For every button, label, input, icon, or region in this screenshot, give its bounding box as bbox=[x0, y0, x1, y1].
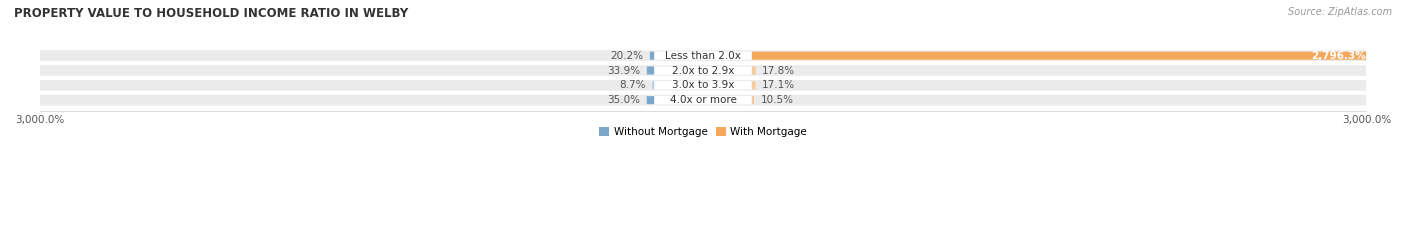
Text: 20.2%: 20.2% bbox=[610, 51, 644, 61]
FancyBboxPatch shape bbox=[654, 51, 752, 60]
FancyBboxPatch shape bbox=[38, 95, 1368, 106]
FancyBboxPatch shape bbox=[752, 96, 754, 104]
FancyBboxPatch shape bbox=[654, 66, 752, 75]
Text: PROPERTY VALUE TO HOUSEHOLD INCOME RATIO IN WELBY: PROPERTY VALUE TO HOUSEHOLD INCOME RATIO… bbox=[14, 7, 408, 20]
FancyBboxPatch shape bbox=[752, 81, 755, 89]
FancyBboxPatch shape bbox=[752, 52, 1369, 60]
Text: Less than 2.0x: Less than 2.0x bbox=[665, 51, 741, 61]
FancyBboxPatch shape bbox=[38, 80, 1368, 91]
Text: 33.9%: 33.9% bbox=[607, 65, 640, 75]
Text: 17.1%: 17.1% bbox=[762, 80, 796, 90]
FancyBboxPatch shape bbox=[38, 50, 1368, 61]
Text: 35.0%: 35.0% bbox=[607, 95, 640, 105]
FancyBboxPatch shape bbox=[647, 66, 654, 75]
FancyBboxPatch shape bbox=[38, 65, 1368, 76]
Text: 17.8%: 17.8% bbox=[762, 65, 796, 75]
FancyBboxPatch shape bbox=[650, 52, 654, 60]
Text: 10.5%: 10.5% bbox=[761, 95, 793, 105]
Text: 4.0x or more: 4.0x or more bbox=[669, 95, 737, 105]
FancyBboxPatch shape bbox=[752, 66, 755, 75]
FancyBboxPatch shape bbox=[654, 96, 752, 104]
Text: 2.0x to 2.9x: 2.0x to 2.9x bbox=[672, 65, 734, 75]
Text: 8.7%: 8.7% bbox=[619, 80, 645, 90]
Text: 3.0x to 3.9x: 3.0x to 3.9x bbox=[672, 80, 734, 90]
FancyBboxPatch shape bbox=[654, 81, 752, 89]
Legend: Without Mortgage, With Mortgage: Without Mortgage, With Mortgage bbox=[595, 123, 811, 141]
Text: Source: ZipAtlas.com: Source: ZipAtlas.com bbox=[1288, 7, 1392, 17]
FancyBboxPatch shape bbox=[652, 81, 654, 89]
Text: 2,796.3%: 2,796.3% bbox=[1310, 51, 1365, 61]
FancyBboxPatch shape bbox=[647, 96, 654, 104]
